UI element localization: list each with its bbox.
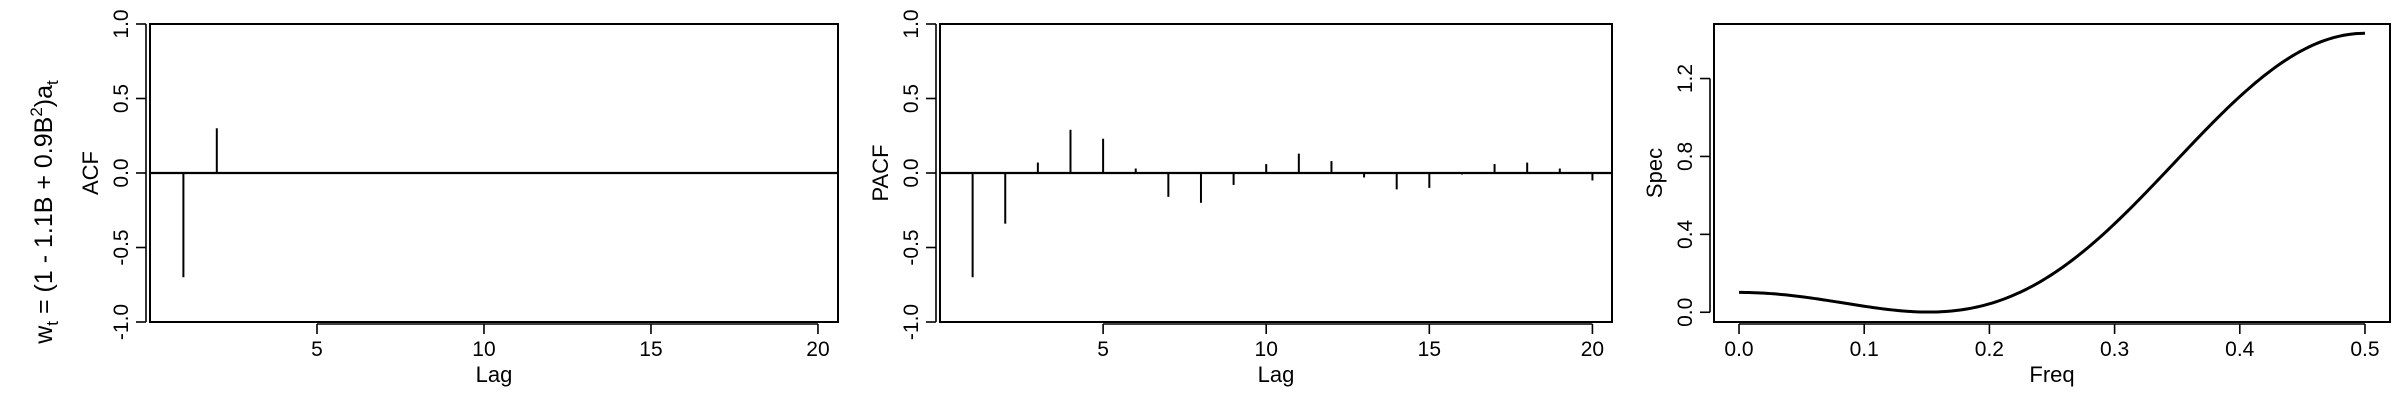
- pacf-x-tick-label: 20: [1581, 338, 1604, 361]
- acf-y-tick-label: 0.0: [110, 158, 133, 187]
- spec-curve: [1739, 31, 2365, 314]
- pacf-y-tick-label: -1.0: [900, 304, 923, 340]
- acf-x-tick-label: 20: [806, 338, 829, 361]
- pacf-y-axis-label: PACF: [868, 144, 893, 201]
- acf-x-tick-label: 5: [311, 338, 323, 361]
- acf-y-tick-label: -1.0: [110, 304, 133, 340]
- spec-x-tick-label: 0.2: [1975, 338, 2004, 361]
- pacf-panel: 5 10 15 20 Lag -1.0 -0.5 0.0 0.5 1.0 PACF: [868, 9, 1613, 387]
- pacf-y-tick-label: 0.5: [900, 84, 923, 113]
- acf-x-tick-label: 15: [639, 338, 662, 361]
- spec-y-tick-label: 1.2: [1674, 64, 1697, 93]
- pacf-x-tick-label: 10: [1255, 338, 1278, 361]
- spec-y-axis-label: Spec: [1642, 148, 1667, 198]
- acf-x-axis-label: Lag: [476, 362, 513, 387]
- acf-panel: 5 10 15 20 Lag -1.0 -0.5 0.0 0.5 1.0 ACF: [78, 9, 839, 387]
- spec-x-tick-label: 0.1: [1850, 338, 1879, 361]
- row-title: wt = (1 - 1.1B + 0.9B2)at: [27, 80, 62, 345]
- spec-plot-frame: [1713, 23, 2391, 323]
- spec-y-tick-label: 0.4: [1674, 219, 1697, 249]
- acf-y-tick-label: 0.5: [110, 84, 133, 113]
- acf-y-tick-label: 1.0: [110, 9, 133, 38]
- spectrum-panel: 0.0 0.1 0.2 0.3 0.4 0.5 Freq 0.0 0.4 0.8 1.2 Spec: [1642, 23, 2391, 387]
- pacf-x-tick-label: 15: [1418, 338, 1441, 361]
- spec-x-tick-label: 0.4: [2225, 338, 2255, 361]
- spec-x-tick-label: 0.5: [2350, 338, 2379, 361]
- spec-x-tick-label: 0.3: [2100, 338, 2129, 361]
- spec-x-axis-label: Freq: [2029, 362, 2074, 387]
- acf-x-tick-label: 10: [472, 338, 495, 361]
- pacf-y-tick-label: 1.0: [900, 9, 923, 38]
- acf-y-axis-label: ACF: [78, 151, 103, 195]
- pacf-y-tick-label: -0.5: [900, 229, 923, 265]
- spec-x-tick-label: 0.0: [1724, 338, 1753, 361]
- pacf-x-axis-label: Lag: [1258, 362, 1295, 387]
- spec-y-tick-label: 0.8: [1674, 142, 1697, 171]
- acf-y-tick-label: -0.5: [110, 229, 133, 265]
- pacf-y-tick-label: 0.0: [900, 158, 923, 187]
- spec-y-tick-label: 0.0: [1674, 298, 1697, 327]
- pacf-x-tick-label: 5: [1097, 338, 1109, 361]
